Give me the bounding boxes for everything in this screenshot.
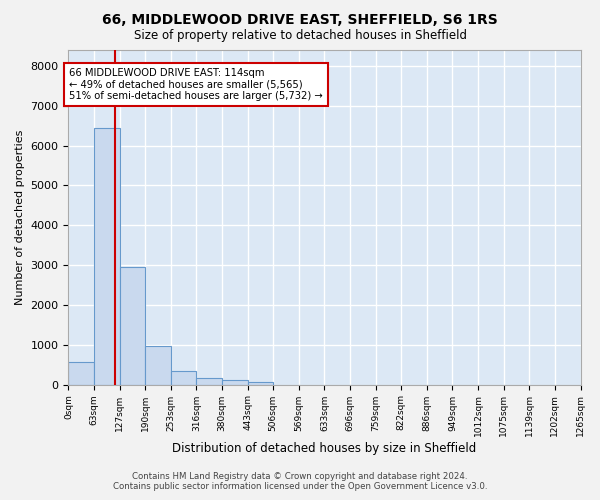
Bar — [68, 362, 94, 384]
Y-axis label: Number of detached properties: Number of detached properties — [15, 130, 25, 305]
Text: Size of property relative to detached houses in Sheffield: Size of property relative to detached ho… — [133, 29, 467, 42]
Bar — [145, 346, 171, 385]
Text: 66, MIDDLEWOOD DRIVE EAST, SHEFFIELD, S6 1RS: 66, MIDDLEWOOD DRIVE EAST, SHEFFIELD, S6… — [102, 12, 498, 26]
Bar — [171, 371, 196, 384]
X-axis label: Distribution of detached houses by size in Sheffield: Distribution of detached houses by size … — [172, 442, 476, 455]
Text: Contains HM Land Registry data © Crown copyright and database right 2024.
Contai: Contains HM Land Registry data © Crown c… — [113, 472, 487, 491]
Bar — [222, 380, 248, 384]
Text: 66 MIDDLEWOOD DRIVE EAST: 114sqm
← 49% of detached houses are smaller (5,565)
51: 66 MIDDLEWOOD DRIVE EAST: 114sqm ← 49% o… — [69, 68, 323, 101]
Bar — [94, 128, 119, 384]
Bar — [248, 382, 273, 384]
Bar — [196, 378, 222, 384]
Bar — [119, 268, 145, 384]
